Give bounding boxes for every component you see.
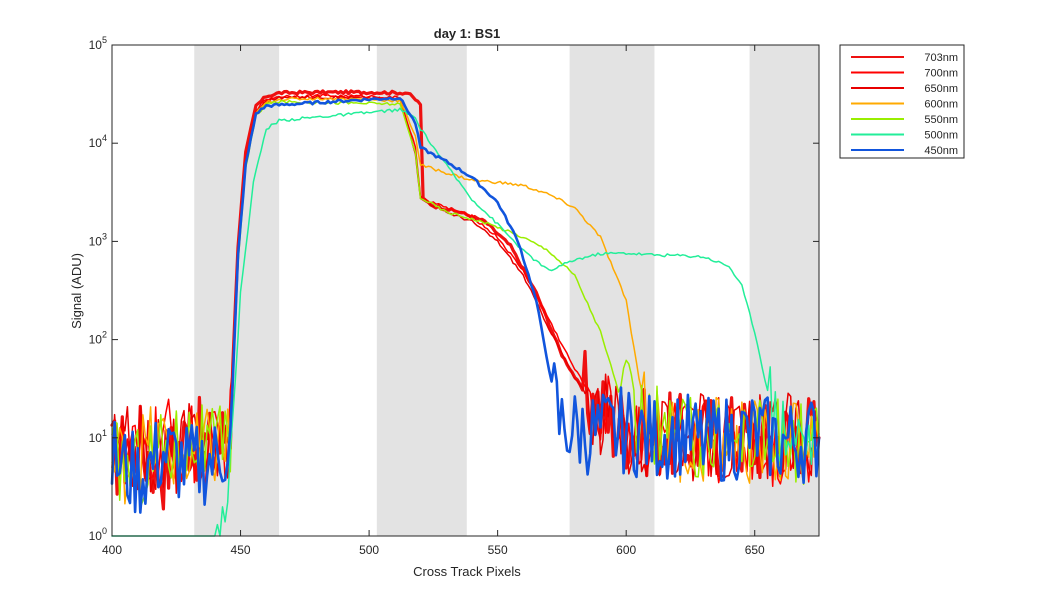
legend-label-600nm: 600nm [924,99,958,111]
x-axis-ticks: 400 450 500 550 600 650 [102,45,765,557]
y-tick-label: 105 [89,35,107,52]
x-tick-label: 550 [488,543,508,557]
x-tick-label: 450 [231,543,251,557]
series-line-500nm [111,107,820,537]
legend-box [839,44,965,159]
y-axis-label: Signal (ADU) [69,253,84,329]
y-tick-label: 101 [89,428,107,445]
y-tick-label: 104 [89,133,107,150]
legend-items: 703nm 700nm 650nm 600nm 550nm 500nm 450nm [851,52,958,157]
x-tick-label: 650 [745,543,765,557]
x-tick-label: 600 [616,543,636,557]
legend-label-500nm: 500nm [924,130,958,142]
axes-box [111,44,820,537]
y-tick-label: 103 [89,231,107,248]
legend-label-650nm: 650nm [924,83,958,95]
legend-label-700nm: 700nm [924,68,958,80]
legend-label-550nm: 550nm [924,114,958,126]
y-axis-ticks: 100 101 102 103 104 105 [89,35,819,543]
x-tick-label: 400 [102,543,122,557]
x-axis-label: Cross Track Pixels [413,564,521,579]
legend-label-450nm: 450nm [924,145,958,157]
legend: 703nm 700nm 650nm 600nm 550nm 500nm 450nm [839,44,965,159]
chart-title: day 1: BS1 [434,26,500,41]
legend-label-703nm: 703nm [924,52,958,64]
series-line-450nm [110,96,821,514]
y-tick-label: 100 [89,526,107,543]
plot-area: 400 450 500 550 600 650 100 101 102 103 104 105 [89,35,821,557]
series-layer [110,89,821,537]
y-tick-label: 102 [89,330,107,347]
x-tick-label: 500 [359,543,379,557]
